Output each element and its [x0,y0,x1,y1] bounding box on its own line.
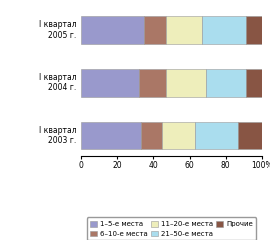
Bar [162,122,195,149]
Bar [246,16,262,44]
Bar [141,122,163,149]
Bar [81,69,139,96]
Bar [81,122,141,149]
Bar [166,16,202,44]
Bar [206,69,246,96]
Bar [144,16,166,44]
Bar [139,69,166,96]
Bar [246,69,262,96]
Bar [202,16,246,44]
Legend: 1–5-е места, 6–10-е места, 11–20-е места, 21–50-е места, Прочие: 1–5-е места, 6–10-е места, 11–20-е места… [87,217,256,240]
Bar [81,16,144,44]
Bar [166,69,206,96]
Bar [238,122,262,149]
Bar [195,122,238,149]
